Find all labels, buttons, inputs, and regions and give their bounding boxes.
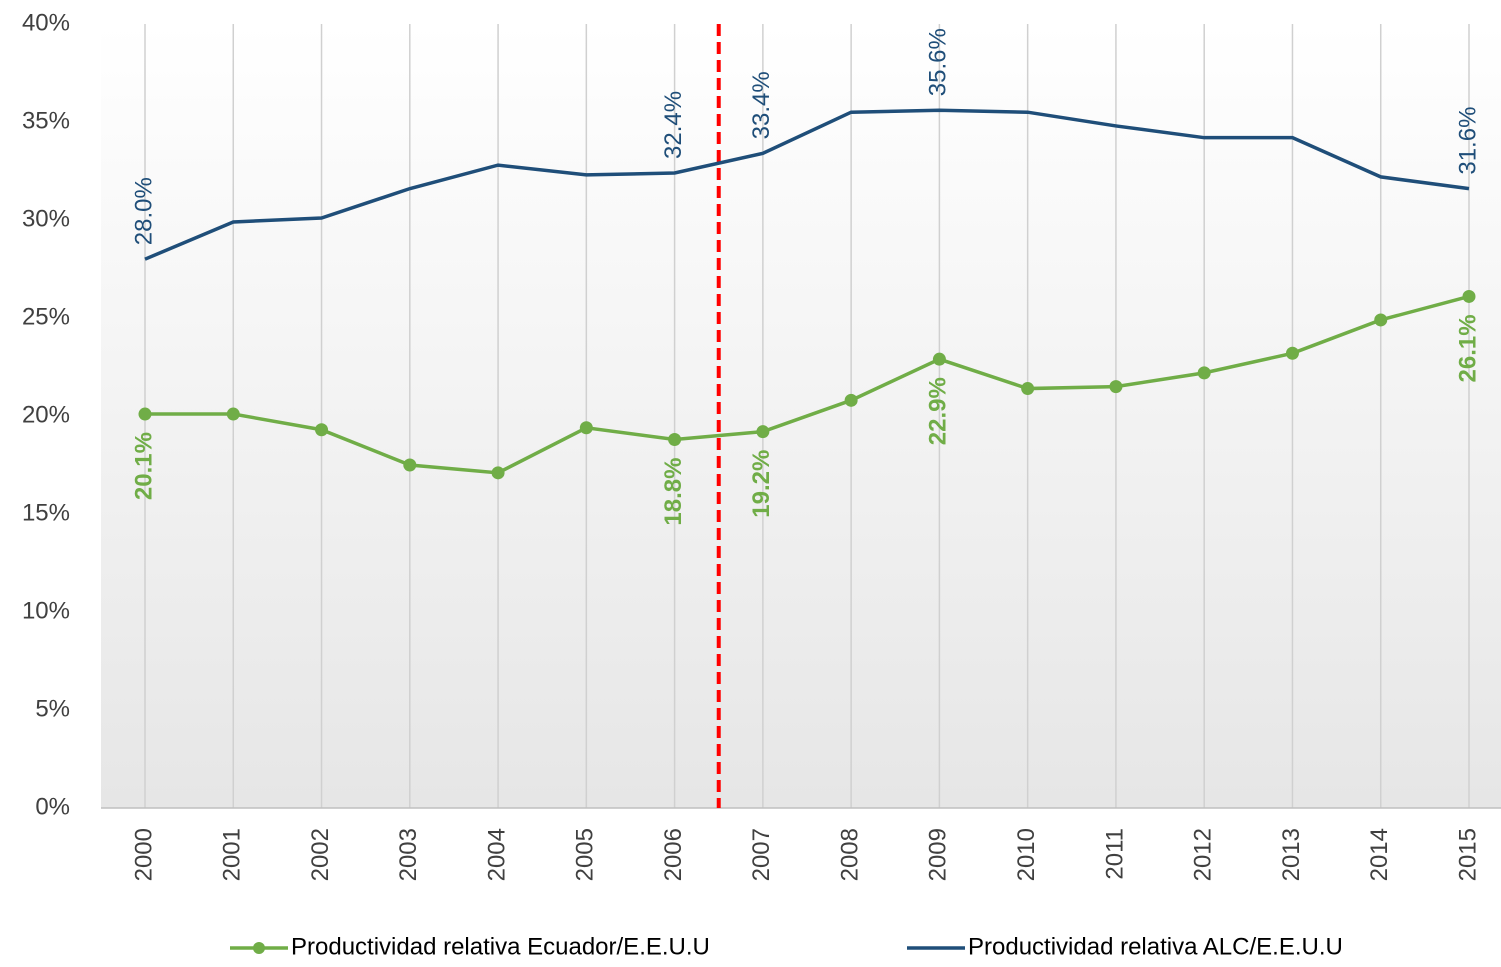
y-tick-label: 20% xyxy=(22,401,70,428)
x-tick-label: 2004 xyxy=(483,828,510,881)
point xyxy=(579,421,593,435)
x-tick-label: 2008 xyxy=(836,828,863,881)
series-line xyxy=(145,294,1470,475)
x-tick-label: 2003 xyxy=(395,828,422,881)
data-label: 32.4% xyxy=(660,91,687,159)
point xyxy=(491,466,505,480)
data-label: 26.1% xyxy=(1454,314,1481,382)
y-tick-label: 15% xyxy=(22,499,70,526)
data-label: 35.6% xyxy=(925,28,952,96)
point xyxy=(226,407,240,421)
y-tick-label: 40% xyxy=(22,9,70,36)
point xyxy=(756,425,770,439)
x-tick-label: 2001 xyxy=(219,828,246,881)
y-tick-label: 10% xyxy=(22,597,70,624)
legend-label: Productividad relativa ALC/E.E.U.U xyxy=(968,933,1343,960)
point xyxy=(932,352,946,366)
plot-area xyxy=(101,24,1501,808)
x-tick-label: 2011 xyxy=(1101,828,1128,880)
y-tick-label: 0% xyxy=(35,793,70,820)
x-tick-label: 2012 xyxy=(1190,828,1217,881)
y-tick-label: 5% xyxy=(35,695,70,722)
y-tick-label: 35% xyxy=(22,107,70,134)
point xyxy=(1109,380,1123,394)
point xyxy=(1462,289,1476,303)
legend-marker xyxy=(253,942,265,954)
point xyxy=(844,393,858,407)
y-tick-label: 30% xyxy=(22,205,70,232)
point xyxy=(668,433,682,447)
point xyxy=(315,423,329,437)
point xyxy=(1197,366,1211,380)
point xyxy=(1285,346,1299,360)
data-label: 19.2% xyxy=(748,450,775,518)
legend-label: Productividad relativa Ecuador/E.E.U.U xyxy=(291,933,710,960)
data-label: 28.0% xyxy=(130,177,157,245)
x-tick-label: 2006 xyxy=(660,828,687,881)
data-label: 22.9% xyxy=(925,377,952,445)
x-tick-label: 2000 xyxy=(130,828,157,881)
data-label: 31.6% xyxy=(1454,107,1481,175)
x-tick-label: 2007 xyxy=(748,828,775,881)
data-label: 33.4% xyxy=(748,71,775,139)
x-tick-label: 2013 xyxy=(1278,828,1305,881)
x-tick-label: 2002 xyxy=(307,828,334,881)
x-tick-label: 2010 xyxy=(1013,828,1040,881)
data-label: 20.1% xyxy=(130,432,157,500)
point xyxy=(138,407,152,421)
data-label: 18.8% xyxy=(660,458,687,526)
x-tick-label: 2009 xyxy=(925,828,952,881)
series-line xyxy=(144,108,1470,261)
x-tick-label: 2005 xyxy=(572,828,599,881)
point xyxy=(1021,382,1035,396)
point xyxy=(1374,313,1388,327)
y-tick-label: 25% xyxy=(22,303,70,330)
point xyxy=(403,458,417,472)
x-tick-label: 2015 xyxy=(1454,828,1481,881)
x-tick-label: 2014 xyxy=(1366,828,1393,881)
